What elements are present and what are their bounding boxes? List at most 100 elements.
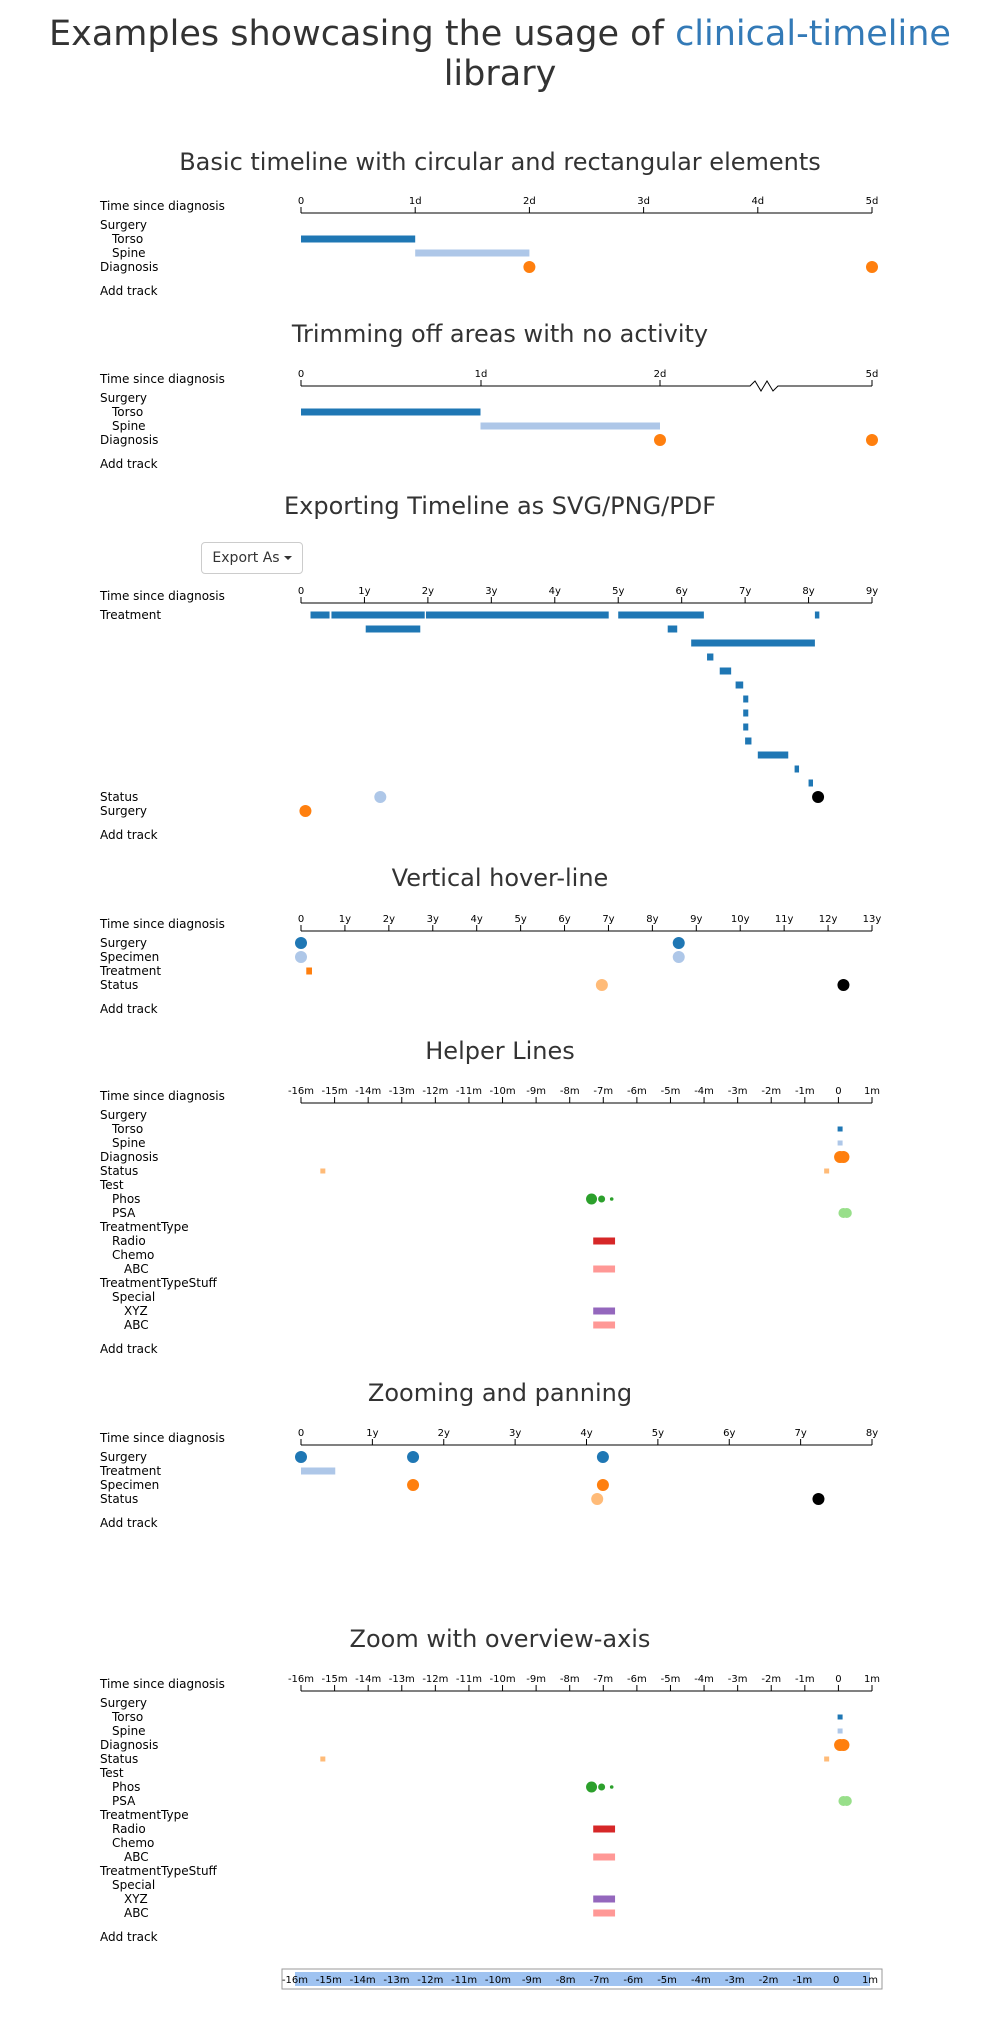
timeline-bar[interactable] [757, 751, 789, 759]
timeline-bar[interactable] [743, 709, 749, 717]
timeline-dot[interactable] [295, 937, 307, 949]
timeline-bar[interactable] [365, 625, 421, 633]
add-track-link[interactable]: Add track [100, 284, 158, 298]
timeline-dot[interactable] [609, 1197, 614, 1201]
timeline-square[interactable] [320, 1168, 326, 1174]
timeline-bar[interactable] [593, 1895, 616, 1903]
track-label: Diagnosis [100, 433, 158, 447]
overview-axis[interactable]: -16m -15m -14m -13m -12m -11m -10m -9m -8m -7m -6m… [0, 1968, 1000, 1998]
track-label: PSA [112, 1206, 136, 1220]
timeline-dot[interactable] [841, 1796, 852, 1806]
timeline-square[interactable] [320, 1756, 326, 1762]
timeline-dot[interactable] [812, 791, 825, 803]
add-track-link[interactable]: Add track [100, 1930, 158, 1944]
timeline-bar[interactable] [794, 765, 800, 773]
timeline-dot[interactable] [407, 1451, 420, 1463]
timeline-bar[interactable] [301, 235, 416, 243]
timeline-bar[interactable] [593, 1825, 616, 1833]
add-track-link[interactable]: Add track [100, 1516, 158, 1530]
timeline-bar[interactable] [735, 681, 744, 689]
timeline-dot[interactable] [595, 979, 608, 991]
timeline-bar[interactable] [743, 723, 749, 731]
add-track-link[interactable]: Add track [100, 1342, 158, 1356]
add-track-link[interactable]: Add track [100, 1002, 158, 1016]
tick-label: -3m [728, 1086, 748, 1097]
timeline-bar[interactable] [667, 625, 678, 633]
timeline-dot[interactable] [295, 1451, 307, 1463]
timeline-dot[interactable] [295, 951, 307, 963]
timeline-dot[interactable] [672, 937, 685, 949]
timeline-bar[interactable] [743, 695, 749, 703]
timeline-dot[interactable] [598, 1195, 606, 1203]
timeline-dot[interactable] [654, 434, 666, 446]
timeline-square[interactable] [837, 1728, 843, 1734]
timeline-bar[interactable] [301, 1467, 336, 1475]
tick-label: 5y [612, 586, 624, 597]
timeline-bar[interactable] [593, 1909, 616, 1917]
track-label: Treatment [99, 964, 161, 978]
timeline-bar[interactable] [480, 422, 661, 430]
tick-label: 3y [427, 914, 439, 925]
timeline-bar[interactable] [310, 611, 330, 619]
timeline-bar[interactable] [593, 1321, 616, 1329]
timeline-bar[interactable] [691, 639, 815, 647]
timeline-bar[interactable] [593, 1853, 616, 1861]
timeline-bar[interactable] [808, 779, 813, 787]
export-as-button[interactable]: Export As [201, 542, 303, 574]
timeline-dot[interactable] [299, 805, 312, 817]
timeline-bar[interactable] [707, 653, 714, 661]
add-track-link[interactable]: Add track [100, 828, 158, 842]
track-label: Treatment [99, 1464, 161, 1478]
timeline-dot[interactable] [596, 1479, 609, 1491]
timeline-dot[interactable] [596, 1451, 609, 1463]
timeline-dot[interactable] [841, 1208, 852, 1218]
track-label: Spine [112, 246, 146, 260]
timeline-square[interactable] [824, 1168, 830, 1174]
timeline-dot[interactable] [591, 1493, 604, 1505]
timeline-dot[interactable] [586, 1193, 598, 1205]
timeline-dot[interactable] [837, 979, 850, 991]
timeline-dot[interactable] [672, 951, 685, 963]
tick-label: 7y [602, 914, 614, 925]
timeline-bar[interactable] [618, 611, 704, 619]
timeline-bar[interactable] [593, 1237, 616, 1245]
tick-label: -9m [526, 1674, 546, 1685]
timeline-square[interactable] [824, 1756, 830, 1762]
timeline-overview[interactable]: Time since diagnosis -16m -15m -14m -13m -12m… [0, 1663, 1000, 1953]
timeline-dot[interactable] [866, 261, 878, 273]
timeline-dot[interactable] [374, 791, 387, 803]
timeline-dot[interactable] [586, 1781, 598, 1793]
timeline-square[interactable] [837, 1140, 843, 1146]
tick-label: 8y [646, 914, 658, 925]
timeline-bar[interactable] [306, 967, 312, 975]
overview-brush[interactable] [295, 1972, 870, 1986]
timeline-zoom[interactable]: Time since diagnosis 0 1y 2y 3y 4y 5y 6y 7y 8y Sur… [0, 1417, 1000, 1537]
track-label: Diagnosis [100, 260, 158, 274]
timeline-dot[interactable] [407, 1479, 420, 1491]
timeline-square[interactable] [837, 1126, 843, 1132]
timeline-bar[interactable] [593, 1307, 616, 1315]
tick-label: 8y [802, 586, 814, 597]
timeline-dot[interactable] [523, 261, 536, 273]
timeline-dot[interactable] [598, 1783, 606, 1791]
timeline-square[interactable] [837, 1714, 843, 1720]
tick-label: -1m [795, 1086, 815, 1097]
track-label: XYZ [124, 1892, 148, 1906]
timeline-bar[interactable] [593, 1265, 616, 1273]
timeline-bar[interactable] [301, 408, 481, 416]
timeline-bar[interactable] [745, 737, 752, 745]
timeline-bar[interactable] [814, 611, 820, 619]
track-label: Surgery [100, 1108, 147, 1122]
timeline-bar[interactable] [719, 667, 732, 675]
timeline-dot[interactable] [837, 1151, 850, 1163]
timeline-dot[interactable] [609, 1785, 614, 1789]
timeline-dot[interactable] [866, 434, 878, 446]
add-track-link[interactable]: Add track [100, 457, 158, 471]
timeline-dot[interactable] [837, 1739, 850, 1751]
timeline-bar[interactable] [425, 611, 609, 619]
timeline-trim: Time since diagnosis 0 1d 2d 5d SurgeryTorsoS… [99, 369, 878, 471]
track-label: ABC [124, 1906, 149, 1920]
timeline-dot[interactable] [812, 1493, 825, 1505]
timeline-bar[interactable] [415, 249, 530, 257]
timeline-bar[interactable] [331, 611, 425, 619]
